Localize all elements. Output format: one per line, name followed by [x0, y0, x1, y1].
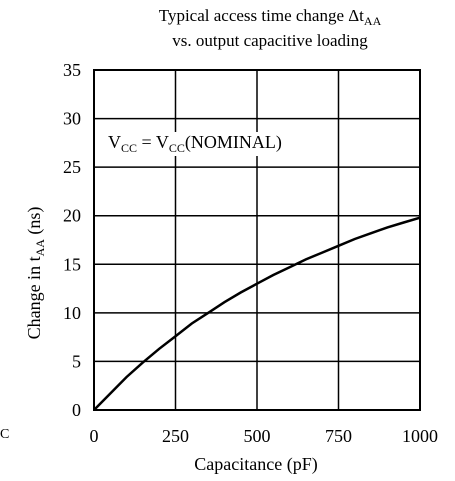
annot-v1: V — [108, 132, 121, 152]
y-tick-label: 30 — [63, 109, 81, 129]
ylabel-main: Change in t — [24, 256, 44, 340]
ylabel-sub: AA — [33, 239, 47, 257]
grid-lines — [94, 70, 420, 410]
x-tick-label: 750 — [325, 426, 352, 446]
axes-frame — [93, 69, 421, 411]
chart-title: Typical access time change ΔtAA vs. outp… — [100, 6, 440, 50]
series-line — [93, 216, 421, 411]
series-group — [93, 216, 421, 411]
title-line2: vs. output capacitive loading — [172, 31, 368, 50]
plot-frame — [93, 69, 421, 411]
annot-mid: = V — [137, 132, 169, 152]
ylabel-unit: (ns) — [24, 206, 44, 240]
y-tick-label: 10 — [63, 303, 81, 323]
condition-annotation: VCC = VCC(NOMINAL) — [106, 132, 284, 156]
title-line1-main: Typical access time change Δt — [158, 6, 364, 25]
y-tick-label: 35 — [63, 60, 81, 80]
y-tick-label: 0 — [72, 400, 81, 420]
y-tick-label: 25 — [63, 157, 81, 177]
annot-sub1: CC — [121, 141, 138, 155]
stray-text: C — [0, 427, 10, 442]
y-tick-label: 15 — [63, 254, 81, 274]
x-tick-label: 250 — [162, 426, 189, 446]
annot-end: (NOMINAL) — [184, 132, 282, 152]
annot-sub2: CC — [168, 141, 185, 155]
x-tick-label: 1000 — [402, 426, 438, 446]
x-axis-label: Capacitance (pF) — [194, 454, 318, 474]
y-axis-label: Change in tAA (ns) — [24, 207, 48, 340]
tick-labels: 0 250 500 750 1000 0 5 10 15 20 25 30 35 — [63, 60, 438, 446]
title-line1: Typical access time change ΔtAA — [158, 6, 382, 28]
y-tick-label: 20 — [63, 206, 81, 226]
title-line1-sub: AA — [363, 14, 382, 28]
x-tick-label: 0 — [90, 426, 99, 446]
x-tick-label: 500 — [244, 426, 271, 446]
y-tick-label: 5 — [72, 351, 81, 371]
